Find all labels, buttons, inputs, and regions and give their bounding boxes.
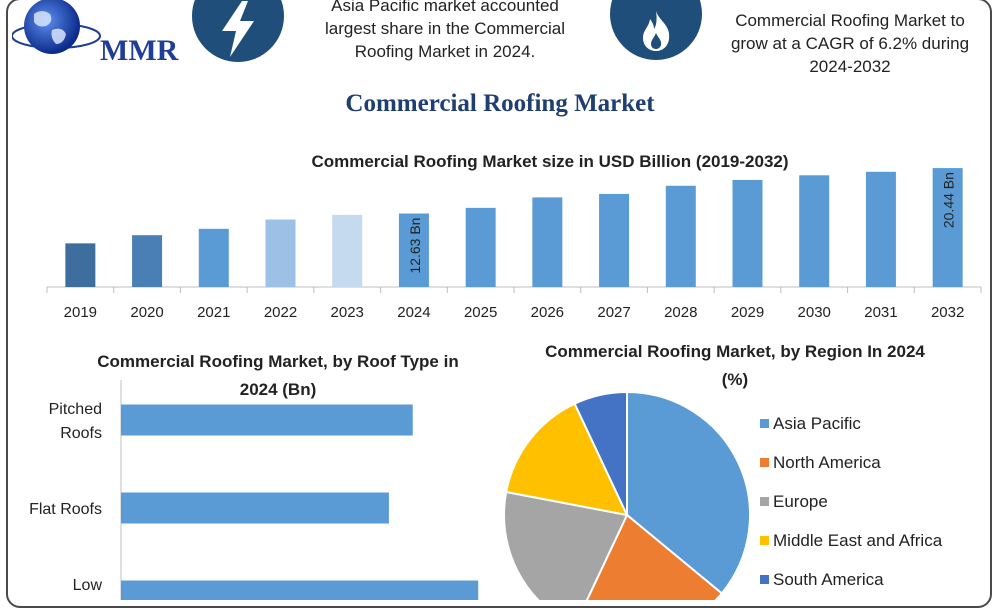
roof-type-chart-title: Commercial Roofing Market, by Roof Type … bbox=[97, 352, 459, 399]
market-size-chart-title: Commercial Roofing Market size in USD Bi… bbox=[311, 152, 789, 171]
x-tick-label: 2025 bbox=[464, 304, 497, 321]
bar-2026 bbox=[532, 197, 563, 287]
legend-swatch bbox=[760, 575, 769, 584]
bar-2020 bbox=[132, 235, 163, 287]
legend-label: Middle East and Africa bbox=[773, 531, 943, 550]
bar-2028 bbox=[665, 185, 696, 287]
x-tick-label: 2020 bbox=[130, 304, 163, 321]
callout-right-line-2: grow at a CAGR of 6.2% during bbox=[730, 34, 970, 53]
bar-2025 bbox=[465, 207, 496, 287]
x-tick-label: 2031 bbox=[864, 304, 897, 321]
legend-swatch bbox=[760, 458, 769, 467]
callout-right-line-3: 2024-2032 bbox=[809, 57, 891, 76]
legend-swatch bbox=[760, 536, 769, 545]
bar-flat-roofs bbox=[121, 492, 389, 524]
bar-low-sloped bbox=[121, 580, 479, 600]
bar-data-label: 12.63 Bn bbox=[407, 218, 423, 274]
legend-label: North America bbox=[773, 453, 881, 472]
bar-2022 bbox=[265, 219, 296, 287]
bar-2030 bbox=[799, 175, 830, 287]
page-title: Commercial Roofing Market bbox=[345, 90, 655, 117]
pie-slice-north-america bbox=[585, 513, 724, 600]
bar-data-label: 20.44 Bn bbox=[941, 172, 957, 228]
bar-pitched-roofs bbox=[121, 404, 413, 436]
callout-asia-pacific: Asia Pacific market accounted largest sh… bbox=[300, 0, 590, 63]
bar-2024 bbox=[398, 213, 429, 287]
x-tick-label: 2030 bbox=[798, 304, 831, 321]
legend-label: Europe bbox=[773, 492, 828, 511]
x-tick-label: 2022 bbox=[264, 304, 297, 321]
x-tick-label: 2023 bbox=[331, 304, 364, 321]
logo-text: MMR bbox=[100, 34, 179, 67]
y-tick-label: Flat Roofs bbox=[29, 501, 102, 518]
callout-right-line-1: Commercial Roofing Market to bbox=[735, 11, 965, 30]
x-tick-label: 2026 bbox=[531, 304, 564, 321]
pie-slice-asia-pacific bbox=[626, 390, 751, 595]
legend-label: South America bbox=[773, 570, 884, 589]
bar-2019 bbox=[65, 243, 96, 287]
globe-icon bbox=[11, 0, 101, 54]
bar-2023 bbox=[332, 214, 363, 287]
callout-left-line-1: Asia Pacific market accounted bbox=[331, 0, 559, 15]
x-tick-label: 2024 bbox=[397, 304, 430, 321]
bar-2021 bbox=[198, 228, 229, 287]
bar-2027 bbox=[599, 193, 630, 287]
bar-2032 bbox=[932, 168, 963, 287]
y-tick-label: Pitched Roofs bbox=[49, 401, 102, 442]
bar-2031 bbox=[865, 171, 896, 287]
x-tick-label: 2021 bbox=[197, 304, 230, 321]
pie-slice-south-america bbox=[573, 390, 628, 516]
region-chart-title: Commercial Roofing Market, by Region In … bbox=[545, 342, 925, 389]
legend-swatch bbox=[760, 419, 769, 428]
region-pie-chart: Asia Pacific North America Europe Middle Ea… bbox=[503, 390, 943, 600]
x-tick-label: 2019 bbox=[64, 304, 97, 321]
y-tick-label: LowSloped bbox=[52, 577, 102, 600]
x-tick-label: 2032 bbox=[931, 304, 964, 321]
legend-label: Asia Pacific bbox=[773, 414, 861, 433]
x-tick-label: 2028 bbox=[664, 304, 697, 321]
market-size-bar-chart: 2019 2020 2021 2022 2023 2024 12.63 Bn 2025 2026… bbox=[46, 168, 982, 321]
callout-left-line-3: Roofing Market in 2024. bbox=[354, 42, 536, 61]
mmr-logo: MMR bbox=[11, 0, 182, 70]
legend-swatch bbox=[760, 497, 769, 506]
pie-slice-europe bbox=[503, 490, 629, 600]
x-tick-label: 2027 bbox=[597, 304, 630, 321]
pie-slice-middle-east-and-africa bbox=[505, 402, 629, 517]
x-tick-label: 2029 bbox=[731, 304, 764, 321]
callout-cagr: Commercial Roofing Market to grow at a C… bbox=[710, 9, 990, 78]
callout-left-line-2: largest share in the Commercial bbox=[325, 19, 565, 38]
bar-2029 bbox=[732, 179, 763, 287]
